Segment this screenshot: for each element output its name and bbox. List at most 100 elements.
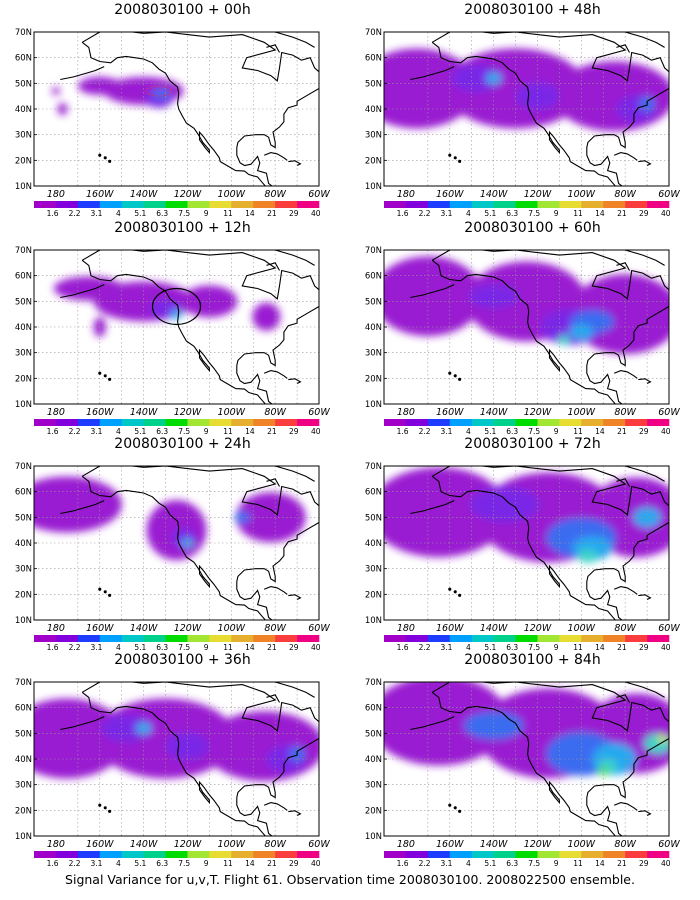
colorbar-label: 40 [661, 209, 671, 218]
lat-tick-label: 70N [15, 678, 32, 688]
map-figure: 70N 60N 50N 40N 30N 20N 10N 180 160W 140W 120W 100W… [15, 678, 331, 868]
colorbar-swatch [647, 419, 670, 426]
lat-tick-label: 10N [365, 400, 382, 410]
colorbar-swatch [253, 201, 276, 208]
gridlines [34, 250, 319, 404]
colorbar-label: 6.3 [506, 859, 518, 868]
map-panel: 2008030100 + 00h 70N 60N 50N 40N 30N 20N 10N 180… [10, 0, 355, 218]
colorbar-label: 6.3 [506, 209, 518, 218]
lon-tick-label: 120W [174, 623, 202, 634]
colorbar-label: 5.1 [134, 209, 146, 218]
colorbar-label: 29 [289, 209, 299, 218]
colorbar-label: 29 [639, 427, 649, 436]
colorbar-swatch [77, 851, 101, 858]
colorbar-label: 21 [267, 643, 277, 652]
colorbar-swatch [187, 201, 210, 208]
colorbar-swatch [209, 851, 232, 858]
lat-tick-label: 40N [15, 755, 32, 765]
colorbar-label: 29 [639, 859, 649, 868]
colorbar-label: 2.2 [69, 643, 81, 652]
lon-tick-label: 80W [264, 839, 286, 850]
colorbar-swatch [449, 201, 472, 208]
colorbar-swatch [187, 851, 210, 858]
colorbar-swatch [384, 635, 407, 642]
colorbar-swatch [449, 635, 472, 642]
colorbar-swatch [231, 635, 254, 642]
lon-tick-label: 60W [308, 189, 330, 200]
colorbar-label: 11 [223, 643, 233, 652]
colorbar-swatch [405, 635, 429, 642]
lat-tick-label: 20N [365, 156, 382, 166]
lat-tick-label: 70N [15, 246, 32, 256]
lon-tick-label: 180 [47, 623, 65, 634]
colorbar-label: 9 [204, 209, 209, 218]
colorbar-label: 21 [617, 209, 627, 218]
colorbar-label: 4 [116, 209, 121, 218]
lon-tick-label: 140W [480, 407, 508, 418]
lon-tick-label: 180 [397, 839, 415, 850]
lon-tick-label: 160W [436, 623, 464, 634]
colorbar-label: 2.2 [419, 859, 431, 868]
colorbar-label: 1.6 [397, 427, 409, 436]
colorbar-label: 7.5 [178, 859, 190, 868]
lon-tick-label: 160W [86, 189, 114, 200]
lon-tick-label: 140W [130, 407, 158, 418]
colorbar-label: 7.5 [528, 427, 540, 436]
colorbar-label: 14 [595, 209, 605, 218]
colorbar-swatch [537, 201, 560, 208]
colorbar-swatch [253, 851, 276, 858]
colorbar-swatch [121, 419, 144, 426]
lat-tick-label: 10N [365, 616, 382, 626]
map-panel: 2008030100 + 60h 70N 60N 50N 40N 30N 20N 10N 180… [360, 218, 700, 436]
colorbar-swatch [165, 635, 188, 642]
colorbar-swatch [625, 419, 648, 426]
map-panel: 2008030100 + 36h 70N 60N 50N 40N 30N 20N 10N 180… [10, 650, 355, 868]
colorbar-swatch [405, 851, 429, 858]
colorbar-swatch [559, 851, 582, 858]
colorbar-swatch [647, 635, 670, 642]
lat-tick-label: 50N [365, 297, 382, 307]
colorbar-label: 5.1 [134, 859, 146, 868]
colorbar-label: 6.3 [156, 859, 168, 868]
map-panel: 2008030100 + 72h 70N 60N 50N 40N 30N 20N 10N 180… [360, 434, 700, 652]
colorbar-swatch [209, 419, 232, 426]
lat-tick-label: 70N [365, 28, 382, 38]
colorbar-label: 2.2 [419, 209, 431, 218]
colorbar-label: 1.6 [47, 859, 59, 868]
colorbar-label: 5.1 [484, 859, 496, 868]
colorbar-swatch [34, 635, 57, 642]
colorbar-label: 9 [554, 859, 559, 868]
lat-tick-label: 30N [365, 565, 382, 575]
field-blob [598, 767, 609, 776]
colorbar-swatch [471, 201, 494, 208]
panel-title: 2008030100 + 36h [114, 652, 251, 668]
lon-tick-label: 100W [218, 623, 246, 634]
lon-tick-label: 60W [308, 623, 330, 634]
lat-tick-label: 60N [365, 488, 382, 498]
lat-tick-label: 10N [15, 400, 32, 410]
colorbar-swatch [99, 635, 122, 642]
colorbar-label: 7.5 [178, 209, 190, 218]
field-blob [384, 682, 509, 766]
colorbar-label: 7.5 [528, 643, 540, 652]
lon-tick-label: 120W [524, 839, 552, 850]
lon-tick-label: 80W [264, 407, 286, 418]
colorbar-swatch [493, 851, 516, 858]
colorbar-label: 3.1 [441, 427, 453, 436]
lat-tick-label: 20N [365, 590, 382, 600]
colorbar-swatch [275, 419, 298, 426]
colorbar-label: 5.1 [484, 427, 496, 436]
lon-tick-label: 120W [524, 189, 552, 200]
colorbar-swatch [603, 851, 626, 858]
lon-tick-label: 60W [308, 407, 330, 418]
colorbar-label: 40 [311, 859, 321, 868]
colorbar-label: 21 [617, 427, 627, 436]
colorbar-label: 14 [595, 859, 605, 868]
lat-tick-label: 50N [365, 729, 382, 739]
lat-tick-label: 10N [15, 616, 32, 626]
colorbar-swatch [581, 635, 604, 642]
colorbar-swatch [121, 851, 144, 858]
lat-tick-label: 50N [15, 79, 32, 89]
lon-tick-label: 80W [614, 839, 636, 850]
colorbar: 1.6 2.2 3.1 4 5.1 6.3 7.5 9 11 14 21 29 40 [384, 201, 671, 218]
